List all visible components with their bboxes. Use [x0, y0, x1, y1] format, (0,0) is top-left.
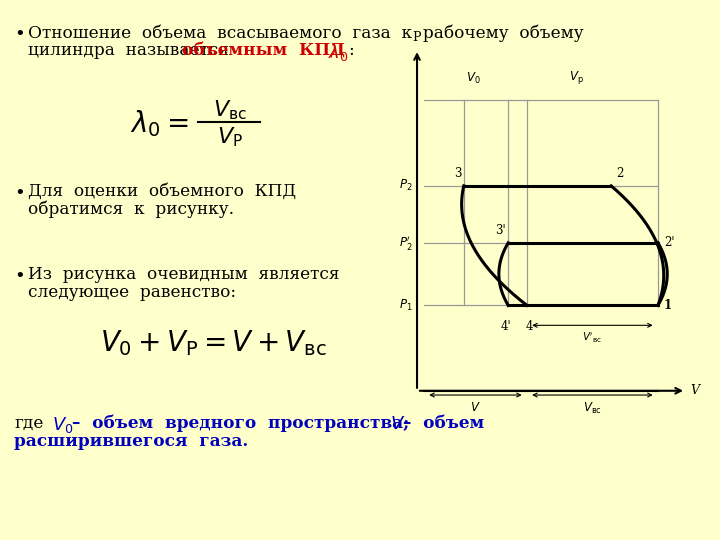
Text: $V_0 + V_{\mathsf{P}} = V + V_{\mathsf{вс}}$: $V_0 + V_{\mathsf{P}} = V + V_{\mathsf{в…: [100, 328, 327, 358]
Text: 4: 4: [526, 320, 533, 333]
Text: цилиндра  называется: цилиндра называется: [28, 42, 234, 59]
Text: $P_1$: $P_1$: [399, 298, 413, 313]
Text: $V_{\mathsf{P}}$: $V_{\mathsf{P}}$: [217, 125, 243, 148]
Text: обратимся  к  рисунку.: обратимся к рисунку.: [28, 201, 234, 219]
Text: следующее  равенство:: следующее равенство:: [28, 284, 236, 301]
Text: где: где: [14, 415, 43, 432]
Text: $V_0$: $V_0$: [466, 71, 481, 86]
Text: V: V: [690, 384, 700, 397]
Text: $V_{\rm вс}$: $V_{\rm вс}$: [583, 401, 602, 416]
Text: $P_2$: $P_2$: [399, 178, 413, 193]
Text: $P_2'$: $P_2'$: [399, 234, 413, 252]
Text: $\lambda_0$: $\lambda_0$: [328, 42, 348, 63]
Text: $V$: $V$: [470, 401, 481, 414]
Text: P: P: [413, 31, 421, 44]
Text: –  объем: – объем: [403, 415, 485, 432]
Text: •: •: [14, 26, 24, 44]
Text: •: •: [14, 268, 24, 286]
Text: •: •: [14, 185, 24, 203]
Text: расширившегося  газа.: расширившегося газа.: [14, 433, 248, 450]
Text: $V_0$: $V_0$: [52, 415, 73, 435]
Text: 2': 2': [664, 237, 674, 249]
Text: $V_{\mathsf{вс}}$: $V_{\mathsf{вс}}$: [213, 98, 247, 122]
Text: $V$: $V$: [390, 415, 405, 433]
Text: $\lambda_0 =$: $\lambda_0 =$: [130, 108, 189, 139]
Text: Из  рисунка  очевидным  является: Из рисунка очевидным является: [28, 266, 340, 283]
Text: 1: 1: [664, 299, 672, 312]
Text: $V_{\rm p}$: $V_{\rm p}$: [569, 69, 583, 86]
Text: $V'_{\rm вс}$: $V'_{\rm вс}$: [582, 331, 603, 345]
Text: объемным  КПД: объемным КПД: [182, 42, 356, 59]
Text: 4': 4': [500, 320, 511, 333]
Text: Отношение  объема  всасываемого  газа  к  рабочему  объему: Отношение объема всасываемого газа к раб…: [28, 24, 584, 42]
Text: 2: 2: [616, 167, 624, 180]
Text: –  объем  вредного  пространства;: – объем вредного пространства;: [72, 415, 409, 433]
Text: Для  оценки  объемного  КПД: Для оценки объемного КПД: [28, 183, 296, 200]
Text: :: :: [348, 42, 354, 59]
Text: 3: 3: [454, 167, 462, 180]
Text: 3': 3': [495, 224, 506, 237]
